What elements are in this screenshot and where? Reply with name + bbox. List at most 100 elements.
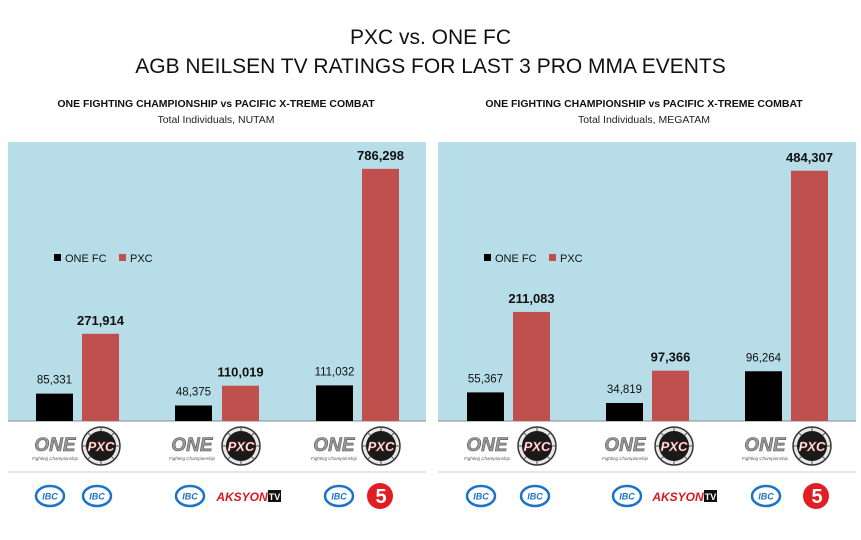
ibc-logo: IBC [81, 484, 113, 508]
legend-swatch-pxc [119, 254, 126, 261]
pxc-logo-tick [367, 432, 371, 436]
pxc-logo-text: PXC [88, 439, 115, 454]
pxc-logo-tick [684, 432, 688, 436]
pxc-data-label: 271,914 [77, 313, 125, 328]
ibc-logo-ring [34, 484, 66, 508]
pxc-bar [82, 333, 119, 421]
one-logo-caption: Fighting Championship [32, 456, 79, 461]
pxc-logo-tick [660, 456, 664, 460]
ibc-logo-ring [750, 484, 782, 508]
pxc-bar [362, 168, 399, 421]
aksyon-tv-logo: AKSYON TV [649, 488, 717, 504]
one-logo-caption: Fighting Championship [602, 456, 649, 461]
ibc-logo-text: IBC [89, 492, 105, 502]
ibc-logo-text: IBC [473, 492, 489, 502]
aksyon-tv-text: TV [269, 492, 281, 502]
pxc-logo-tick [547, 432, 551, 436]
right-chart-subtitle: Total Individuals, MEGATAM [577, 114, 711, 126]
ibc-logo: IBC [34, 484, 66, 508]
one-fc-data-label: 96,264 [746, 352, 782, 364]
aksyon-tv-box [268, 490, 281, 502]
chart-nutam: 85,331 48,375 111,032 271,914 110,019 786,298… [8, 142, 426, 422]
pxc-logo-tick [111, 456, 115, 460]
ibc-logo-ring [611, 484, 643, 508]
legend-label-pxc: PXC [560, 253, 583, 265]
pxc-bar [222, 385, 259, 421]
pxc-logo-core [522, 431, 552, 461]
pxc-logo-tick [523, 432, 527, 436]
pxc-logo-text: PXC [799, 439, 826, 454]
aksyon-logo-bg [649, 488, 715, 504]
pxc-logo-tick [251, 456, 255, 460]
ibc-logo-text: IBC [619, 492, 635, 502]
ibc-logo-text: IBC [42, 492, 58, 502]
one-fc-bar [467, 392, 504, 421]
tv5-logo-circle [367, 483, 393, 509]
pxc-logo: PXC [361, 426, 401, 466]
ibc-logo-ring [174, 484, 206, 508]
ibc-logo: IBC [465, 484, 497, 508]
right-chart-title: ONE FIGHTING CHAMPIONSHIP vs PACIFIC X-T… [485, 98, 803, 110]
aksyon-tv-text: TV [705, 492, 717, 502]
one-fc-bar [175, 405, 212, 421]
pxc-logo-tick [523, 456, 527, 460]
pxc-logo: PXC [221, 426, 261, 466]
aksyon-logo-text: AKSYON [651, 490, 704, 504]
pxc-bar [652, 370, 689, 421]
ibc-logo-text: IBC [758, 492, 774, 502]
ibc-logo-ring [519, 484, 551, 508]
one-fc-bar [316, 385, 353, 421]
aksyon-tv-logo: AKSYON TV [213, 488, 281, 504]
pxc-logo-tick [391, 432, 395, 436]
plot-area [8, 142, 426, 421]
one-logo-text: ONE [744, 435, 787, 456]
pxc-logo-text: PXC [228, 439, 255, 454]
pxc-logo-tick [798, 432, 802, 436]
ibc-logo-text: IBC [331, 492, 347, 502]
pxc-logo-tick [822, 456, 826, 460]
tv5-logo: 5 [803, 483, 829, 509]
one-fc-data-label: 48,375 [176, 386, 211, 398]
pxc-data-label: 786,298 [357, 148, 404, 163]
pxc-logo-text: PXC [661, 439, 688, 454]
pxc-logo-tick [87, 432, 91, 436]
ibc-logo: IBC [323, 484, 355, 508]
pxc-logo: PXC [654, 426, 694, 466]
pxc-logo-text: PXC [368, 439, 395, 454]
tv5-logo-text: 5 [811, 486, 822, 508]
pxc-logo-tick [227, 432, 231, 436]
pxc-data-label: 211,083 [508, 291, 554, 306]
pxc-logo-tick [111, 432, 115, 436]
pxc-logo-tick [547, 456, 551, 460]
ibc-logo-text: IBC [527, 492, 543, 502]
one-fc-data-label: 111,032 [315, 366, 355, 378]
legend-label-one-fc: ONE FC [65, 253, 107, 265]
ibc-logo-text: IBC [182, 492, 198, 502]
one-logo-caption: Fighting Championship [464, 456, 511, 461]
pxc-logo-tick [798, 456, 802, 460]
pxc-logo-tick [87, 456, 91, 460]
chart-megatam: 55,367 34,819 96,264 211,083 97,366 484,307 ON… [438, 142, 856, 422]
main-title-line1: PXC vs. ONE FC [349, 26, 512, 49]
ibc-logo-ring [81, 484, 113, 508]
legend-label-one-fc: ONE FC [495, 253, 537, 265]
aksyon-logo-bg [213, 488, 279, 504]
one-fc-bar [745, 371, 782, 421]
one-logo-caption: Fighting Championship [169, 456, 216, 461]
pxc-data-label: 484,307 [786, 150, 833, 165]
ibc-logo: IBC [519, 484, 551, 508]
pxc-logo: PXC [792, 426, 832, 466]
aksyon-tv-box [704, 490, 717, 502]
legend-swatch-pxc [549, 254, 556, 261]
one-logo-text: ONE [466, 435, 509, 456]
aksyon-logo-text: AKSYON [215, 490, 268, 504]
one-logo-text: ONE [34, 435, 77, 456]
one-logo-caption: Fighting Championship [742, 456, 789, 461]
plot-area [438, 142, 856, 421]
one-logo-text: ONE [604, 435, 647, 456]
ibc-logo-ring [465, 484, 497, 508]
